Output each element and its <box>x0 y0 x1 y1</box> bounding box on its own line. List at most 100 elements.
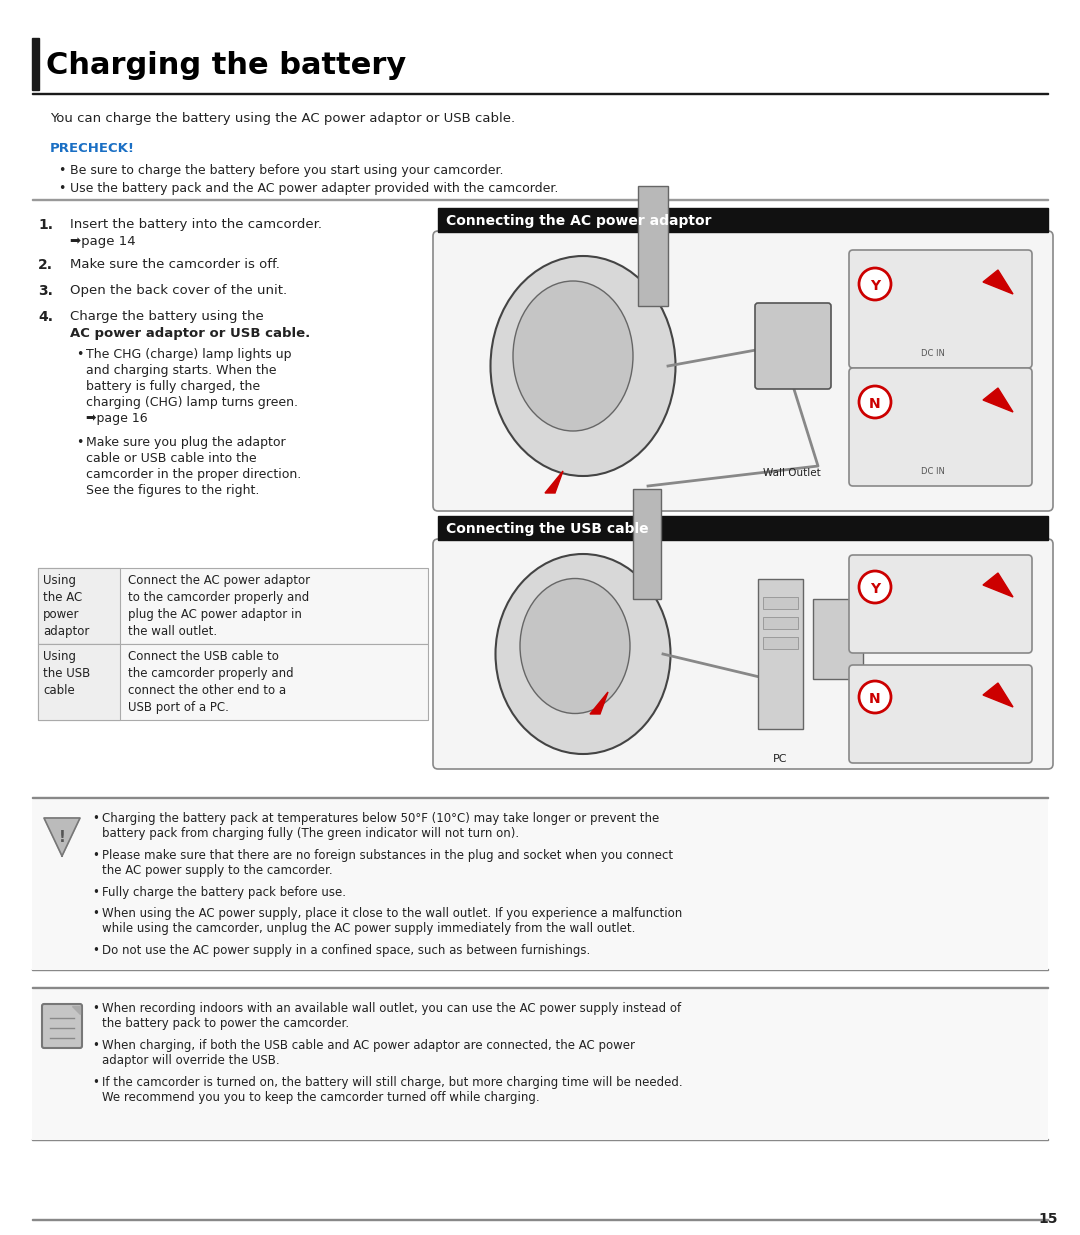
Text: Do not use the AC power supply in a confined space, such as between furnishings.: Do not use the AC power supply in a conf… <box>102 944 591 957</box>
Text: •: • <box>92 906 99 920</box>
Text: The CHG (charge) lamp lights up: The CHG (charge) lamp lights up <box>86 348 292 361</box>
Polygon shape <box>983 388 1013 412</box>
Bar <box>32 38 39 90</box>
Text: camcorder in the proper direction.: camcorder in the proper direction. <box>86 468 301 480</box>
Bar <box>32 797 1048 798</box>
Text: •: • <box>92 1039 99 1052</box>
Bar <box>638 186 669 306</box>
Polygon shape <box>44 818 80 856</box>
Polygon shape <box>983 573 1013 597</box>
Text: Connecting the USB cable: Connecting the USB cable <box>446 522 649 536</box>
Text: Insert the battery into the camcorder.: Insert the battery into the camcorder. <box>70 219 322 231</box>
Text: •: • <box>76 436 83 450</box>
Bar <box>38 643 120 720</box>
Polygon shape <box>72 1007 80 1014</box>
Bar <box>32 987 1048 988</box>
FancyBboxPatch shape <box>755 303 831 389</box>
Text: and charging starts. When the: and charging starts. When the <box>86 364 276 377</box>
Text: •: • <box>92 1002 99 1015</box>
Text: •: • <box>92 811 99 825</box>
Bar <box>38 643 428 720</box>
Text: See the figures to the right.: See the figures to the right. <box>86 484 259 496</box>
Text: Using
the USB
cable: Using the USB cable <box>43 650 91 697</box>
Polygon shape <box>983 683 1013 706</box>
Text: PC: PC <box>773 755 787 764</box>
Text: •: • <box>92 944 99 957</box>
Bar <box>38 568 428 643</box>
Ellipse shape <box>513 282 633 431</box>
Text: If the camcorder is turned on, the battery will still charge, but more charging : If the camcorder is turned on, the batte… <box>102 1076 683 1104</box>
Text: Wall Outlet: Wall Outlet <box>762 468 821 478</box>
Ellipse shape <box>496 555 671 755</box>
Bar <box>438 516 1048 540</box>
Text: Be sure to charge the battery before you start using your camcorder.: Be sure to charge the battery before you… <box>70 164 503 177</box>
FancyBboxPatch shape <box>42 1004 82 1049</box>
Text: Using
the AC
power
adaptor: Using the AC power adaptor <box>43 574 90 638</box>
Bar <box>38 568 120 643</box>
Circle shape <box>859 571 891 603</box>
Text: •: • <box>76 348 83 361</box>
Text: Connecting the AC power adaptor: Connecting the AC power adaptor <box>446 214 712 228</box>
Bar <box>633 489 661 599</box>
Text: Use the battery pack and the AC power adapter provided with the camcorder.: Use the battery pack and the AC power ad… <box>70 182 558 195</box>
Text: •: • <box>92 1076 99 1089</box>
Text: Charging the battery pack at temperatures below 50°F (10°C) may take longer or p: Charging the battery pack at temperature… <box>102 811 659 840</box>
Text: 3.: 3. <box>38 284 53 298</box>
Bar <box>438 207 1048 232</box>
FancyBboxPatch shape <box>433 231 1053 511</box>
Text: Y: Y <box>869 279 880 293</box>
Text: Connect the AC power adaptor
to the camcorder properly and
plug the AC power ada: Connect the AC power adaptor to the camc… <box>129 574 310 638</box>
Text: •: • <box>58 182 66 195</box>
Bar <box>32 968 1048 969</box>
FancyBboxPatch shape <box>849 368 1032 487</box>
Text: N: N <box>869 692 881 706</box>
Text: Please make sure that there are no foreign substances in the plug and socket whe: Please make sure that there are no forei… <box>102 848 673 877</box>
Text: 1.: 1. <box>38 219 53 232</box>
Text: Charging the battery: Charging the battery <box>46 52 406 80</box>
Bar <box>813 599 863 679</box>
Bar <box>758 579 804 729</box>
Text: ➡page 16: ➡page 16 <box>86 412 148 425</box>
Bar <box>32 990 1048 1140</box>
Text: Open the back cover of the unit.: Open the back cover of the unit. <box>70 284 287 296</box>
Polygon shape <box>983 270 1013 294</box>
Polygon shape <box>590 692 608 714</box>
Text: Y: Y <box>869 582 880 597</box>
Text: charging (CHG) lamp turns green.: charging (CHG) lamp turns green. <box>86 396 298 409</box>
Text: •: • <box>58 164 66 177</box>
Text: •: • <box>92 885 99 899</box>
Bar <box>32 93 1048 94</box>
Text: N: N <box>869 396 881 411</box>
Bar <box>762 637 798 650</box>
Text: DC IN: DC IN <box>921 350 945 358</box>
Text: AC power adaptor or USB cable.: AC power adaptor or USB cable. <box>70 327 310 340</box>
Text: When using the AC power supply, place it close to the wall outlet. If you experi: When using the AC power supply, place it… <box>102 906 683 935</box>
FancyBboxPatch shape <box>849 555 1032 653</box>
Text: 2.: 2. <box>38 258 53 272</box>
FancyBboxPatch shape <box>849 664 1032 763</box>
Text: Make sure the camcorder is off.: Make sure the camcorder is off. <box>70 258 280 270</box>
Text: !: ! <box>58 830 66 846</box>
Text: battery is fully charged, the: battery is fully charged, the <box>86 380 260 393</box>
Circle shape <box>859 680 891 713</box>
Text: When charging, if both the USB cable and AC power adaptor are connected, the AC : When charging, if both the USB cable and… <box>102 1039 635 1067</box>
Text: PRECHECK!: PRECHECK! <box>50 142 135 156</box>
Text: Make sure you plug the adaptor: Make sure you plug the adaptor <box>86 436 285 450</box>
Bar <box>762 618 798 629</box>
Text: When recording indoors with an available wall outlet, you can use the AC power s: When recording indoors with an available… <box>102 1002 681 1030</box>
Text: You can charge the battery using the AC power adaptor or USB cable.: You can charge the battery using the AC … <box>50 112 515 125</box>
Ellipse shape <box>490 256 675 475</box>
Text: cable or USB cable into the: cable or USB cable into the <box>86 452 257 466</box>
Polygon shape <box>545 471 563 493</box>
Ellipse shape <box>519 578 630 714</box>
Text: •: • <box>92 848 99 862</box>
Circle shape <box>859 268 891 300</box>
FancyBboxPatch shape <box>849 249 1032 368</box>
Circle shape <box>859 387 891 417</box>
Text: 4.: 4. <box>38 310 53 324</box>
Text: 15: 15 <box>1039 1212 1058 1226</box>
Text: Connect the USB cable to
the camcorder properly and
connect the other end to a
U: Connect the USB cable to the camcorder p… <box>129 650 294 714</box>
Text: Charge the battery using the: Charge the battery using the <box>70 310 264 324</box>
FancyBboxPatch shape <box>433 538 1053 769</box>
Text: Fully charge the battery pack before use.: Fully charge the battery pack before use… <box>102 885 346 899</box>
